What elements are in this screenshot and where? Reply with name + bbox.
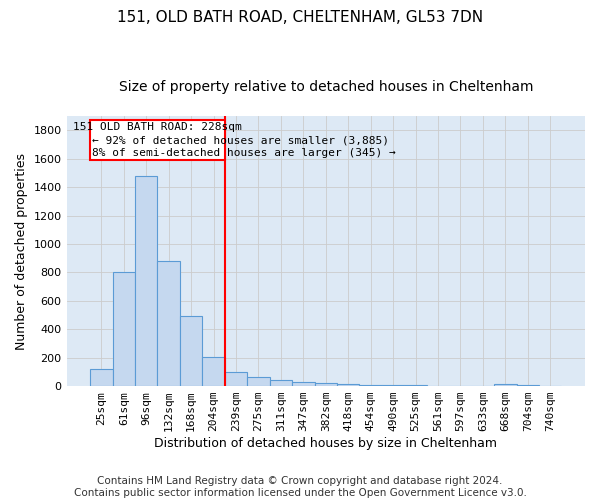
Bar <box>113 272 135 386</box>
Bar <box>359 384 382 386</box>
Bar <box>269 380 292 386</box>
Text: 151, OLD BATH ROAD, CHELTENHAM, GL53 7DN: 151, OLD BATH ROAD, CHELTENHAM, GL53 7DN <box>117 10 483 25</box>
Bar <box>202 357 225 386</box>
Y-axis label: Number of detached properties: Number of detached properties <box>15 152 28 350</box>
Text: ← 92% of detached houses are smaller (3,885): ← 92% of detached houses are smaller (3,… <box>92 135 389 145</box>
Text: 8% of semi-detached houses are larger (345) →: 8% of semi-detached houses are larger (3… <box>92 148 396 158</box>
X-axis label: Distribution of detached houses by size in Cheltenham: Distribution of detached houses by size … <box>154 437 497 450</box>
Bar <box>90 369 113 386</box>
Bar <box>225 372 247 386</box>
Bar <box>247 377 269 386</box>
Bar <box>337 384 359 386</box>
Bar <box>494 384 517 386</box>
Bar <box>90 120 225 160</box>
Bar <box>157 261 180 386</box>
Bar <box>292 382 314 386</box>
Bar <box>314 383 337 386</box>
Bar <box>180 316 202 386</box>
Text: 151 OLD BATH ROAD: 228sqm: 151 OLD BATH ROAD: 228sqm <box>73 122 242 132</box>
Bar <box>135 176 157 386</box>
Title: Size of property relative to detached houses in Cheltenham: Size of property relative to detached ho… <box>119 80 533 94</box>
Text: Contains HM Land Registry data © Crown copyright and database right 2024.
Contai: Contains HM Land Registry data © Crown c… <box>74 476 526 498</box>
